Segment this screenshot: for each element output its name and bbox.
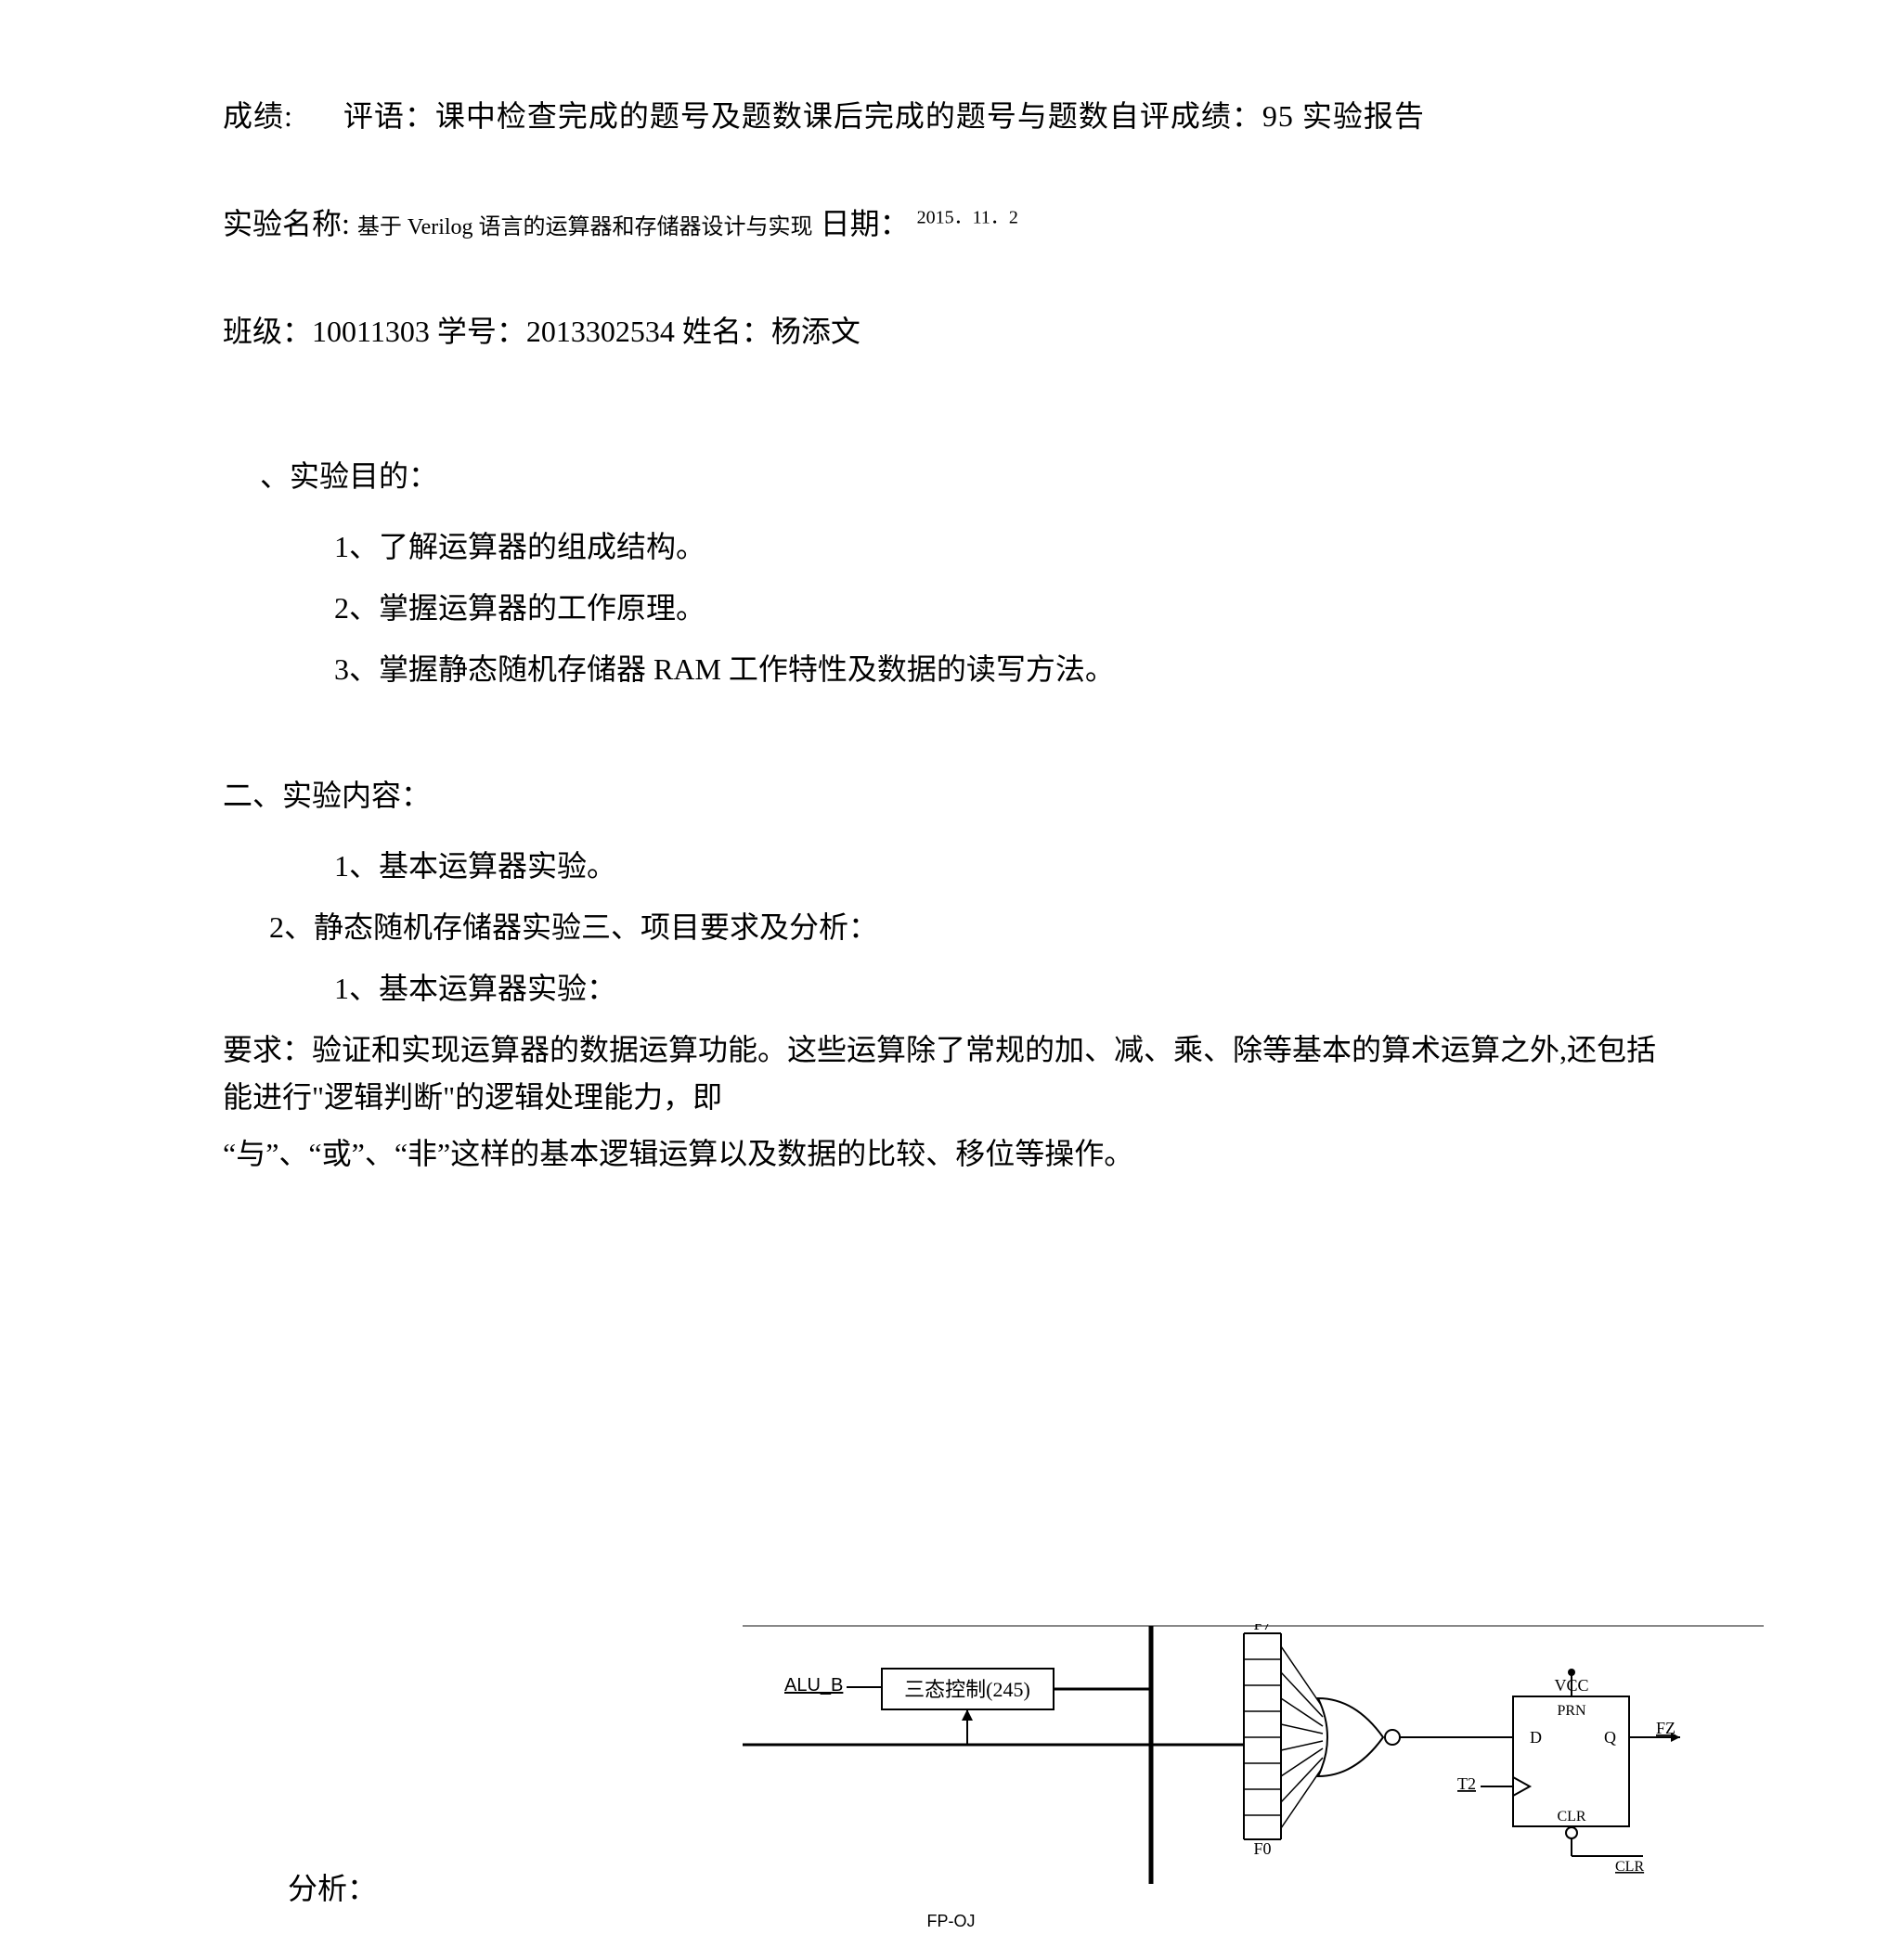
exp-name: 基于 Verilog 语言的运算器和存储器设计与实现 [357,215,813,239]
title-line: 实验名称: 基于 Verilog 语言的运算器和存储器设计与实现 日期： 201… [223,200,1679,243]
section2-item2: 1、基本运算器实验： [334,965,1679,1008]
analysis-label: 分析： [288,1865,377,1908]
class-label: 班级： [223,315,312,348]
circuit-svg: ALU_B 三态控制(245) F7 F0 [743,1624,1764,1884]
d-label: D [1530,1728,1542,1747]
section2-title: 二、实验内容： [223,772,1679,815]
prn-label: PRN [1557,1703,1586,1719]
section1-item: 1、了解运算器的组成结构。 [334,523,1679,566]
comment-text: 评语：课中检查完成的题号及题数课后完成的题号与题数自评成绩：95 实验报告 [343,99,1425,133]
section1-title: 、实验目的： [260,453,1679,496]
circuit-diagram: ALU_B 三态控制(245) F7 F0 [743,1624,1764,1884]
sid-label: 学号： [437,315,526,348]
section2-item: 1、基本运算器实验。 [334,843,1679,885]
clr-label: CLR [1557,1809,1585,1825]
section2-sub: 2、静态随机存储器实验三、项目要求及分析： [269,904,1679,947]
section1-item: 3、掌握静态随机存储器 RAM 工作特性及数据的读写方法。 [334,646,1679,689]
name-label: 姓名： [682,315,771,348]
header-line: 成绩: 评语：课中检查完成的题号及题数课后完成的题号与题数自评成绩：95 实验报… [223,93,1679,135]
section1-item: 2、掌握运算器的工作原理。 [334,585,1679,627]
t2-label: T2 [1457,1774,1476,1793]
sid-value: 2013302534 [526,315,675,348]
q-label: Q [1604,1728,1616,1747]
score-label: 成绩: [223,99,293,133]
clr-out-label: CLR [1615,1859,1644,1875]
name-value: 杨添文 [771,315,860,348]
f7-label: F7 [1253,1624,1271,1633]
f0-label: F0 [1253,1839,1271,1858]
date-value: 2015．11．2 [917,207,1018,227]
footer-text: FP-OJ [927,1912,976,1931]
exp-name-label: 实验名称: [223,207,350,240]
tristate-label: 三态控制(245) [904,1678,1030,1701]
info-line: 班级：10011303 学号：2013302534 姓名：杨添文 [223,308,1679,351]
date-label: 日期： [821,207,910,240]
class-value: 10011303 [312,315,430,348]
alu-b-label: ALU_B [784,1675,843,1696]
requirement-text-1: 要求：验证和实现运算器的数据运算功能。这些运算除了常规的加、减、乘、除等基本的算… [223,1026,1679,1121]
requirement-text-2: “与”、“或”、“非”这样的基本逻辑运算以及数据的比较、移位等操作。 [223,1130,1679,1178]
